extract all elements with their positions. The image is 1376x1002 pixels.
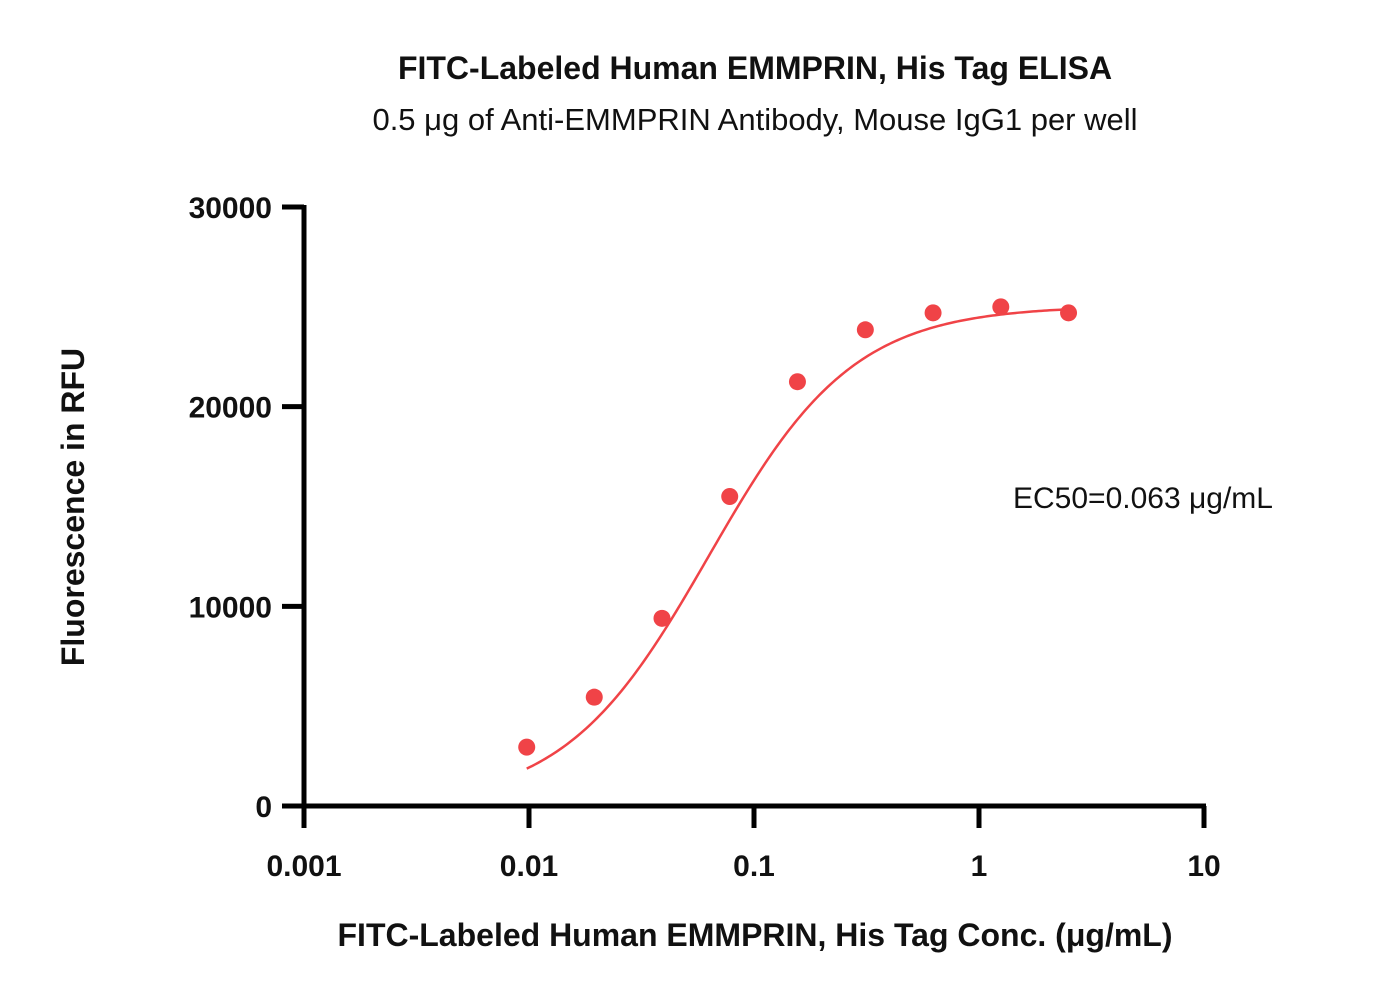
- chart-subtitle: 0.5 μg of Anti-EMMPRIN Antibody, Mouse I…: [372, 102, 1137, 137]
- y-axis-label: Fluorescence in RFU: [55, 348, 91, 666]
- ec50-annotation: EC50=0.063 μg/mL: [1013, 482, 1273, 515]
- y-tick-label: 20000: [189, 392, 272, 425]
- y-tick-label: 10000: [189, 591, 272, 624]
- fit-curve: [526, 308, 1069, 770]
- data-point: [1060, 304, 1078, 322]
- y-tick-label: 30000: [189, 192, 272, 225]
- data-point: [924, 304, 942, 322]
- x-tick-label: 0.1: [733, 850, 775, 883]
- y-tick-label: 0: [255, 791, 272, 824]
- data-point: [856, 321, 874, 339]
- data-points: [518, 298, 1078, 756]
- data-point: [788, 373, 806, 391]
- data-point: [653, 609, 671, 627]
- x-tick-label: 1: [971, 850, 988, 883]
- data-point: [721, 488, 739, 506]
- data-point: [518, 738, 536, 756]
- data-point: [992, 298, 1010, 316]
- data-point: [585, 688, 603, 706]
- x-tick-label: 0.001: [266, 850, 341, 883]
- x-axis-label: FITC-Labeled Human EMMPRIN, His Tag Conc…: [338, 917, 1173, 953]
- x-tick-label: 10: [1187, 850, 1220, 883]
- axes: 0 10000 20000 30000 0.001 0.01 0.1 1 10: [189, 192, 1221, 883]
- chart-title: FITC-Labeled Human EMMPRIN, His Tag ELIS…: [398, 50, 1112, 86]
- fit-curve-layer: [526, 308, 1069, 770]
- x-tick-label: 0.01: [500, 850, 558, 883]
